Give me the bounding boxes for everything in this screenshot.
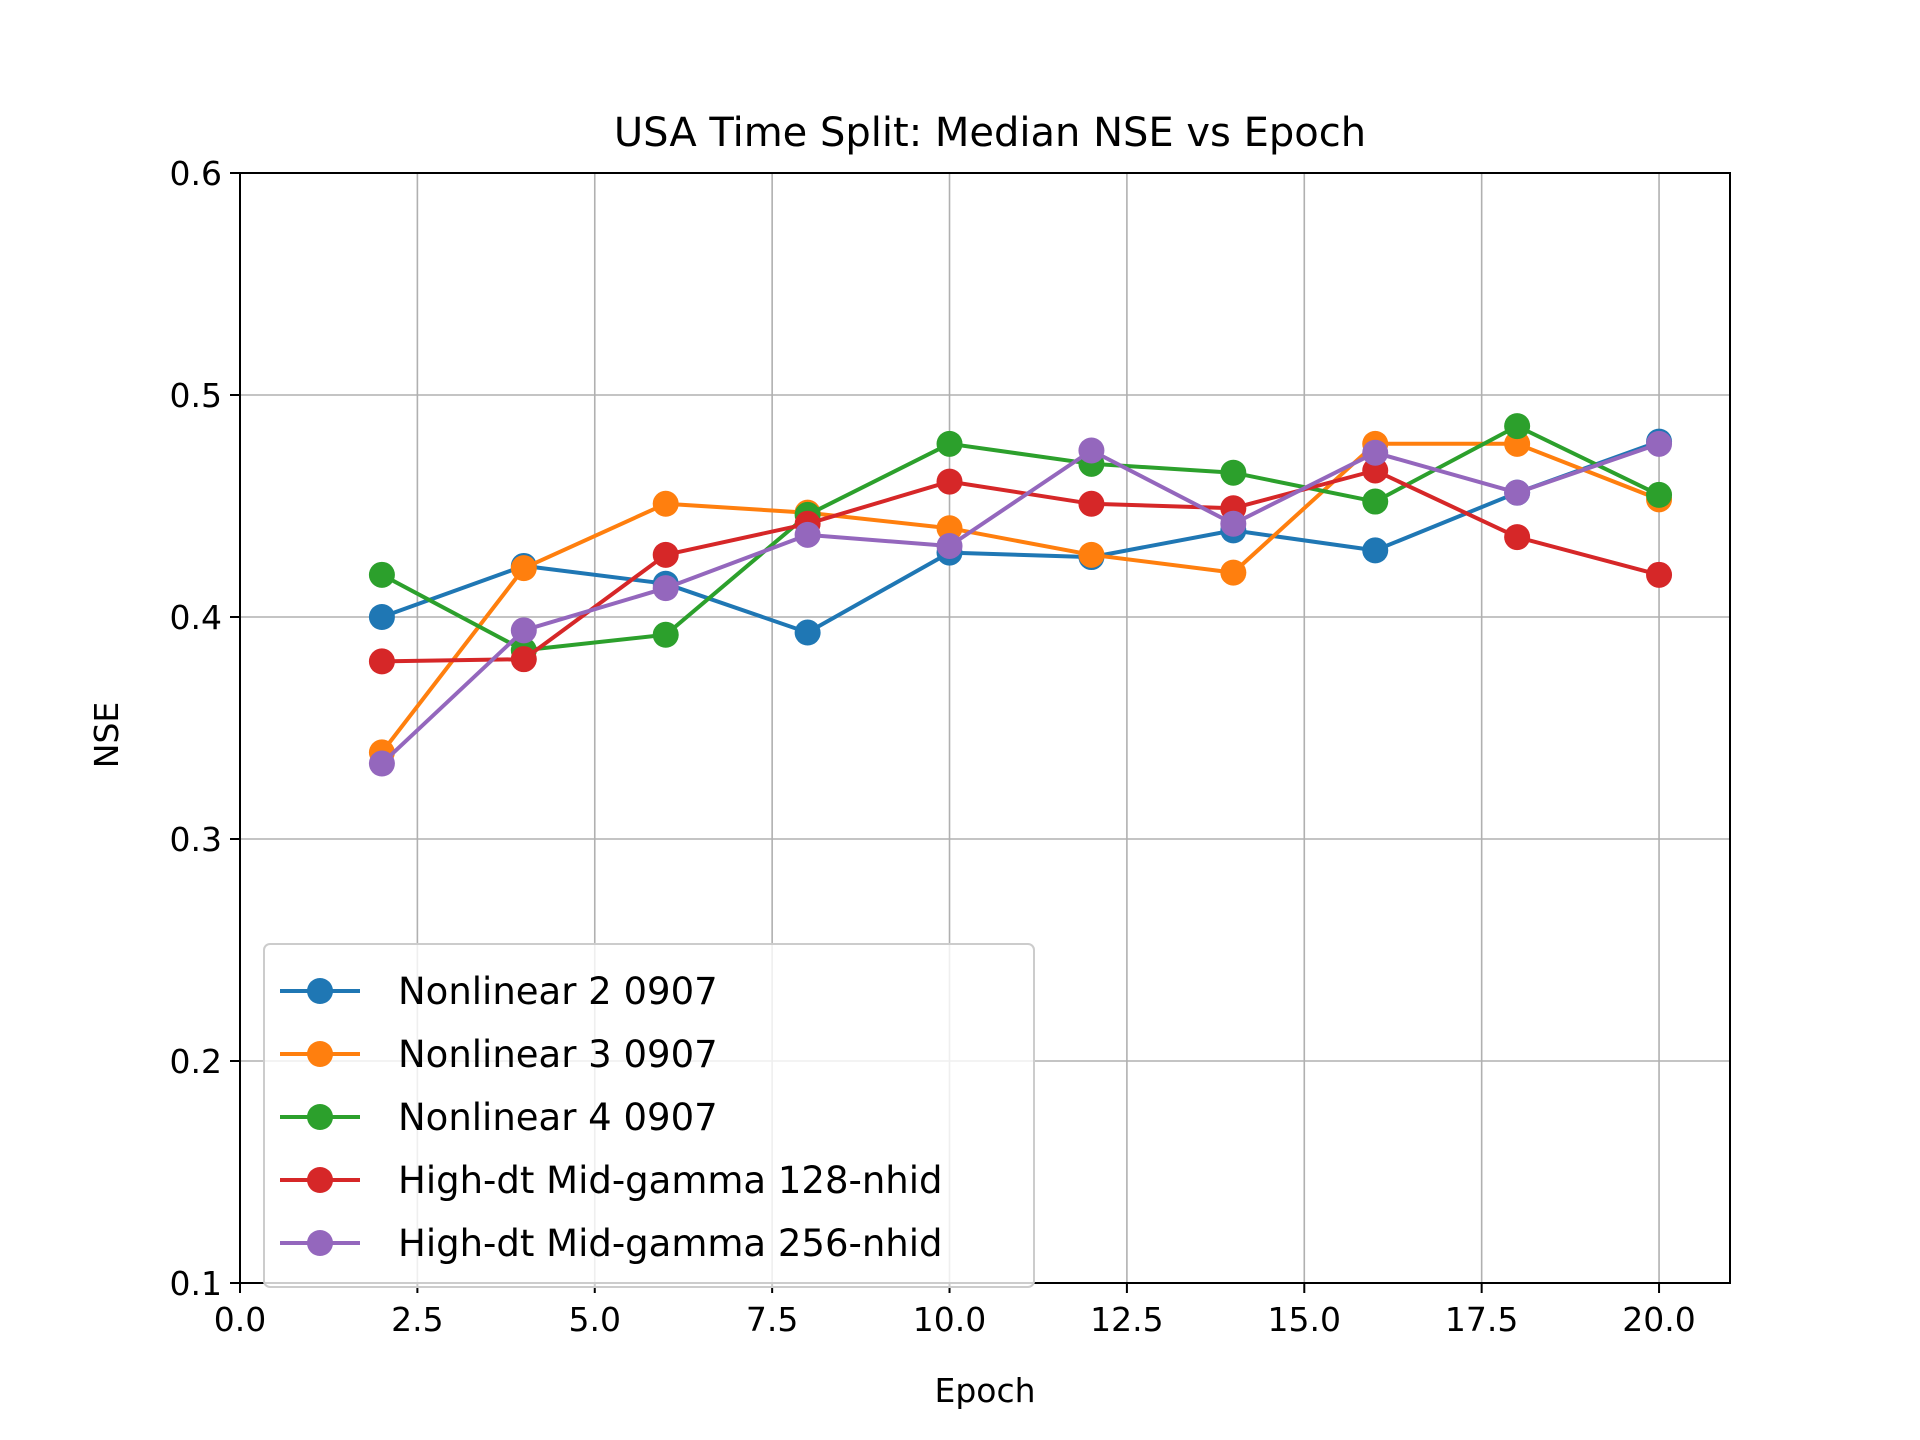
data-point	[936, 468, 963, 495]
data-point	[368, 750, 395, 777]
data-point	[652, 490, 679, 517]
data-point	[1504, 479, 1531, 506]
legend-item: High-dt Mid-gamma 256-nhid	[280, 1222, 943, 1265]
x-tick-label: 15.0	[1268, 1300, 1341, 1339]
y-axis-ticks: 0.1 0.2 0.3 0.4 0.5 0.6	[170, 154, 240, 1303]
series-3	[368, 413, 1673, 664]
data-point	[1362, 457, 1389, 484]
data-point	[1362, 439, 1389, 466]
legend-label: Nonlinear 3 0907	[398, 1033, 718, 1076]
series-line	[381, 439, 1660, 635]
data-point	[1220, 510, 1247, 537]
x-axis-title: Epoch	[934, 1371, 1035, 1410]
legend-item: Nonlinear 4 0907	[280, 1096, 718, 1139]
legend-item: Nonlinear 2 0907	[280, 970, 718, 1013]
data-point	[936, 532, 963, 559]
legend-box	[263, 943, 1035, 1288]
data-point	[510, 617, 537, 644]
data-point	[1078, 490, 1105, 517]
chart-title: USA Time Split: Median NSE vs Epoch	[614, 110, 1366, 156]
data-point	[1362, 488, 1389, 515]
data-point	[652, 541, 679, 568]
legend-label: Nonlinear 4 0907	[398, 1096, 718, 1139]
x-tick-label: 20.0	[1622, 1300, 1695, 1339]
data-point	[1504, 413, 1531, 440]
legend-marker	[307, 1041, 333, 1067]
y-axis-title: NSE	[87, 702, 126, 768]
legend-marker	[307, 1230, 333, 1256]
legend-label: Nonlinear 2 0907	[398, 970, 718, 1013]
data-point	[1504, 524, 1531, 551]
y-tick-label: 0.5	[170, 376, 222, 415]
x-tick-label: 2.5	[391, 1300, 443, 1339]
y-tick-label: 0.4	[170, 598, 222, 637]
data-point	[794, 619, 821, 646]
series-5	[368, 430, 1673, 777]
data-point	[368, 604, 395, 630]
y-tick-label: 0.3	[170, 820, 222, 859]
data-point	[1220, 559, 1247, 586]
y-tick-label: 0.2	[170, 1042, 222, 1081]
x-tick-label: 0.0	[214, 1300, 266, 1339]
legend: Nonlinear 2 0907 Nonlinear 3 0907 Nonlinea…	[263, 943, 1035, 1288]
legend-item: Nonlinear 3 0907	[280, 1033, 718, 1076]
x-tick-label: 10.0	[913, 1300, 986, 1339]
series-line	[380, 441, 1660, 754]
series-layer	[368, 413, 1673, 777]
data-point	[510, 646, 537, 673]
data-point	[510, 555, 537, 582]
data-point	[1362, 537, 1389, 564]
x-tick-label: 12.5	[1090, 1300, 1163, 1339]
data-point	[652, 621, 679, 648]
legend-marker	[307, 1167, 333, 1193]
x-tick-label: 7.5	[746, 1300, 798, 1339]
data-point	[1078, 541, 1105, 568]
series-line	[380, 441, 1660, 765]
series-line	[381, 468, 1660, 664]
legend-marker	[307, 1104, 333, 1130]
data-point	[936, 430, 963, 457]
data-point	[368, 648, 395, 675]
x-axis-ticks: 0.0 2.5 5.0 7.5 10.0 12.5 15.0 17.5 20.0	[214, 1283, 1696, 1339]
series-4	[368, 457, 1673, 675]
data-point	[1220, 459, 1247, 486]
x-tick-label: 5.0	[569, 1300, 621, 1339]
series-line	[380, 424, 1660, 653]
legend-label: High-dt Mid-gamma 128-nhid	[398, 1159, 943, 1202]
data-point	[1646, 561, 1673, 588]
legend-item: High-dt Mid-gamma 128-nhid	[280, 1159, 943, 1202]
data-point	[368, 561, 395, 588]
data-point	[652, 575, 679, 602]
x-tick-label: 17.5	[1445, 1300, 1518, 1339]
y-tick-label: 0.1	[170, 1264, 222, 1303]
data-point	[1078, 437, 1105, 464]
y-tick-label: 0.6	[170, 154, 222, 193]
data-point	[1646, 430, 1673, 457]
legend-marker	[307, 978, 333, 1004]
data-point	[794, 521, 821, 548]
data-point	[936, 515, 963, 542]
legend-label: High-dt Mid-gamma 256-nhid	[398, 1222, 943, 1265]
series-1	[368, 428, 1673, 646]
data-point	[1504, 430, 1531, 457]
data-point	[1646, 481, 1673, 508]
